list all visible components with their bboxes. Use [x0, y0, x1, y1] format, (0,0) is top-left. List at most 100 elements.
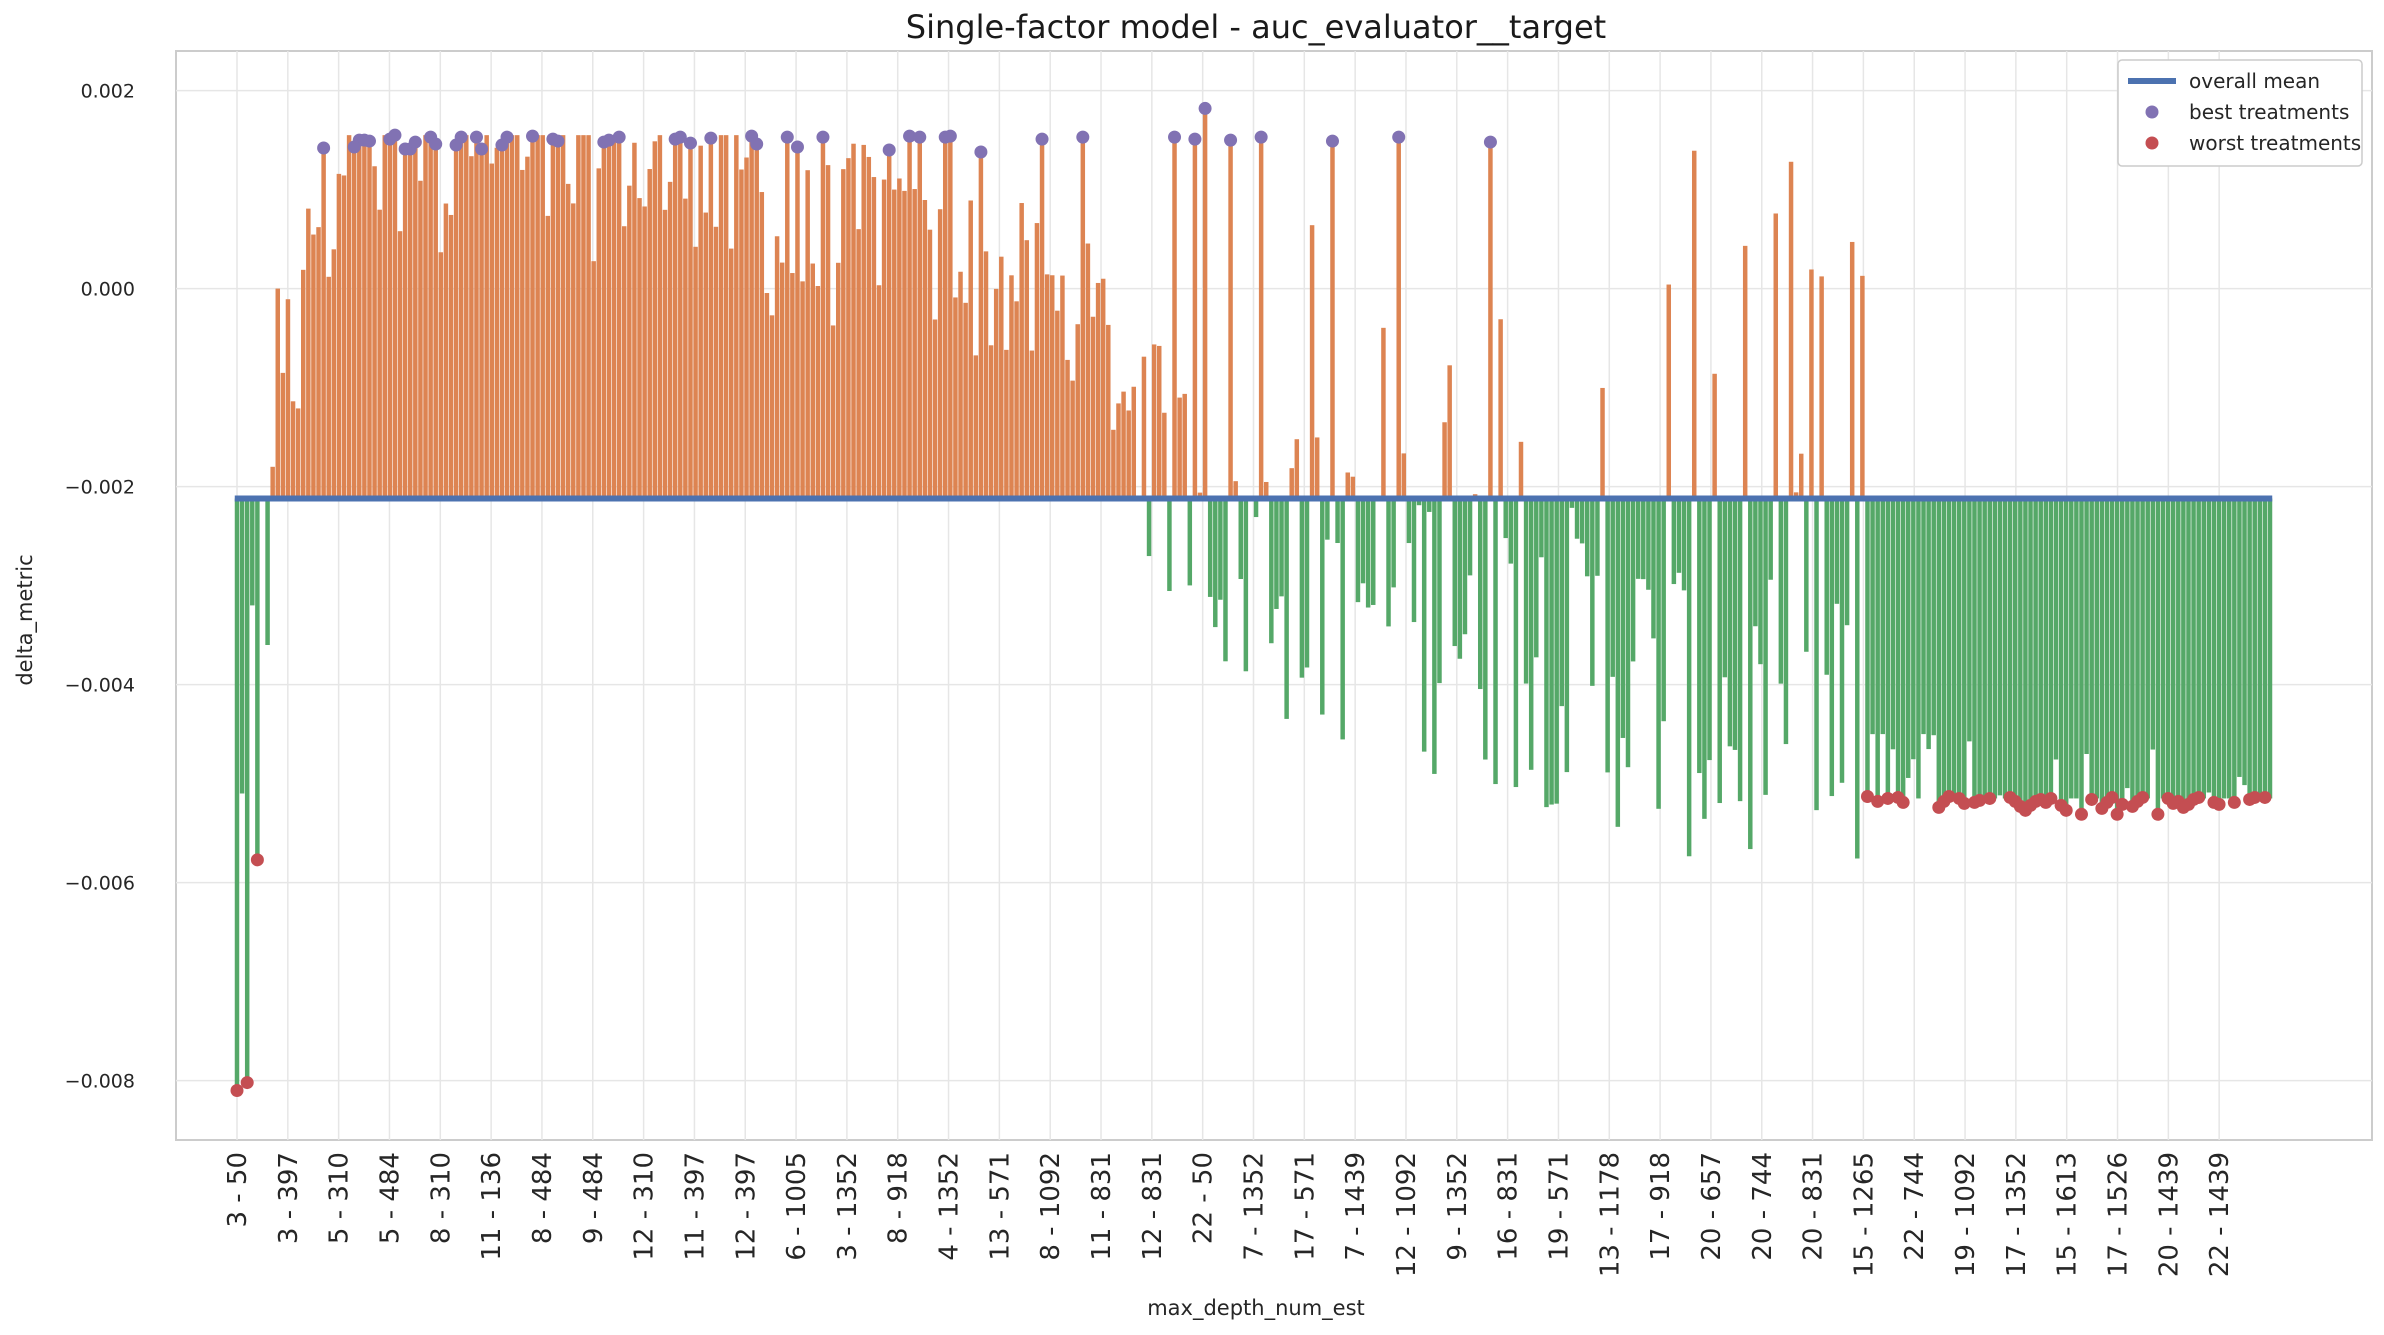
best-treatment-point — [913, 130, 927, 144]
bar — [438, 252, 444, 499]
bar — [851, 143, 856, 499]
bar — [647, 169, 652, 499]
x-tick-label: 9 - 484 — [579, 1152, 609, 1244]
bar — [2221, 498, 2227, 799]
bar — [1009, 275, 1014, 499]
bar — [372, 166, 377, 499]
best-treatment-point — [974, 145, 988, 159]
worst-treatment-point — [2258, 790, 2272, 804]
bar — [1982, 498, 1987, 799]
bar — [897, 178, 902, 499]
x-tick-label: 3 - 397 — [274, 1152, 304, 1244]
bar — [1620, 498, 1626, 738]
bar — [1106, 324, 1111, 499]
bar — [2211, 498, 2217, 803]
worst-treatment-point — [2248, 790, 2262, 804]
bar — [1758, 498, 1763, 665]
bar — [1493, 498, 1498, 785]
bar — [1946, 498, 1952, 797]
bar — [2033, 498, 2038, 802]
bar — [1661, 498, 1666, 722]
x-tick-label: 17 - 571 — [1290, 1152, 1320, 1261]
bar — [1406, 498, 1412, 544]
x-tick-label: 20 - 1439 — [2154, 1152, 2184, 1277]
bar — [779, 262, 785, 499]
y-tick-label: 0.002 — [81, 81, 135, 103]
bar — [2247, 498, 2252, 800]
bar — [275, 288, 281, 499]
bar — [627, 185, 632, 499]
bar — [1279, 498, 1284, 597]
bar — [1600, 387, 1605, 499]
bar — [443, 203, 449, 499]
best-treatment-point — [500, 130, 514, 144]
bar — [2094, 498, 2100, 799]
bar — [1814, 498, 1819, 811]
worst-treatment-point — [250, 853, 264, 867]
bar — [1559, 498, 1565, 707]
bar — [1992, 498, 1998, 799]
bar — [2063, 498, 2069, 811]
worst-treatment-point — [2110, 807, 2124, 821]
legend-dot-swatch — [2145, 105, 2159, 119]
bar — [856, 229, 861, 499]
bar — [270, 466, 275, 499]
bar — [1044, 274, 1050, 499]
bar — [611, 135, 617, 499]
bar — [1829, 498, 1835, 797]
bar — [484, 135, 489, 499]
bar — [1987, 498, 1993, 799]
bar — [1350, 476, 1356, 499]
bar — [2012, 498, 2018, 802]
x-tick-label: 5 - 310 — [325, 1152, 355, 1244]
x-tick-label: 17 - 1526 — [2104, 1152, 2134, 1277]
bar — [1905, 498, 1911, 778]
x-tick-label: 8 - 484 — [528, 1152, 558, 1244]
bar — [688, 143, 693, 499]
bar — [2155, 498, 2161, 815]
bar — [1340, 498, 1345, 740]
bar — [2186, 498, 2191, 805]
bar — [1131, 386, 1137, 499]
y-axis-label: delta_metric — [13, 554, 38, 685]
best-treatment-point — [475, 142, 489, 156]
legend-label: overall mean — [2189, 69, 2320, 93]
bar — [265, 498, 270, 645]
bar — [1748, 498, 1753, 850]
bar — [2084, 498, 2089, 754]
x-tick-label: 5 - 484 — [375, 1152, 405, 1244]
bar — [978, 151, 984, 499]
bar — [1656, 498, 1661, 809]
bar — [988, 345, 994, 499]
y-tick-label: −0.006 — [65, 873, 135, 895]
bar — [1218, 498, 1223, 600]
bar — [530, 136, 535, 499]
bar — [1870, 498, 1875, 735]
bar — [1798, 453, 1804, 499]
bar — [397, 231, 403, 499]
worst-treatment-point — [2227, 795, 2241, 809]
best-treatment-point — [943, 129, 957, 143]
bar — [1156, 345, 1162, 499]
bar — [2196, 498, 2201, 798]
bar — [1034, 223, 1040, 499]
bar — [1788, 161, 1794, 499]
bar — [1676, 498, 1682, 573]
bar — [469, 156, 474, 499]
bar — [1564, 498, 1570, 773]
x-tick-label: 9 - 1352 — [1443, 1152, 1473, 1261]
bar — [1783, 498, 1789, 745]
bar — [1325, 498, 1330, 540]
bar — [357, 140, 362, 499]
bar — [1437, 498, 1442, 684]
bar — [1182, 393, 1187, 499]
bar — [942, 137, 948, 499]
bar — [1391, 498, 1396, 588]
best-treatment-point — [683, 136, 697, 150]
worst-treatment-point — [1942, 789, 1956, 803]
bar — [2119, 498, 2125, 805]
bar — [993, 288, 999, 499]
bar — [1111, 429, 1116, 499]
bar — [1513, 498, 1519, 788]
bar — [581, 135, 586, 499]
